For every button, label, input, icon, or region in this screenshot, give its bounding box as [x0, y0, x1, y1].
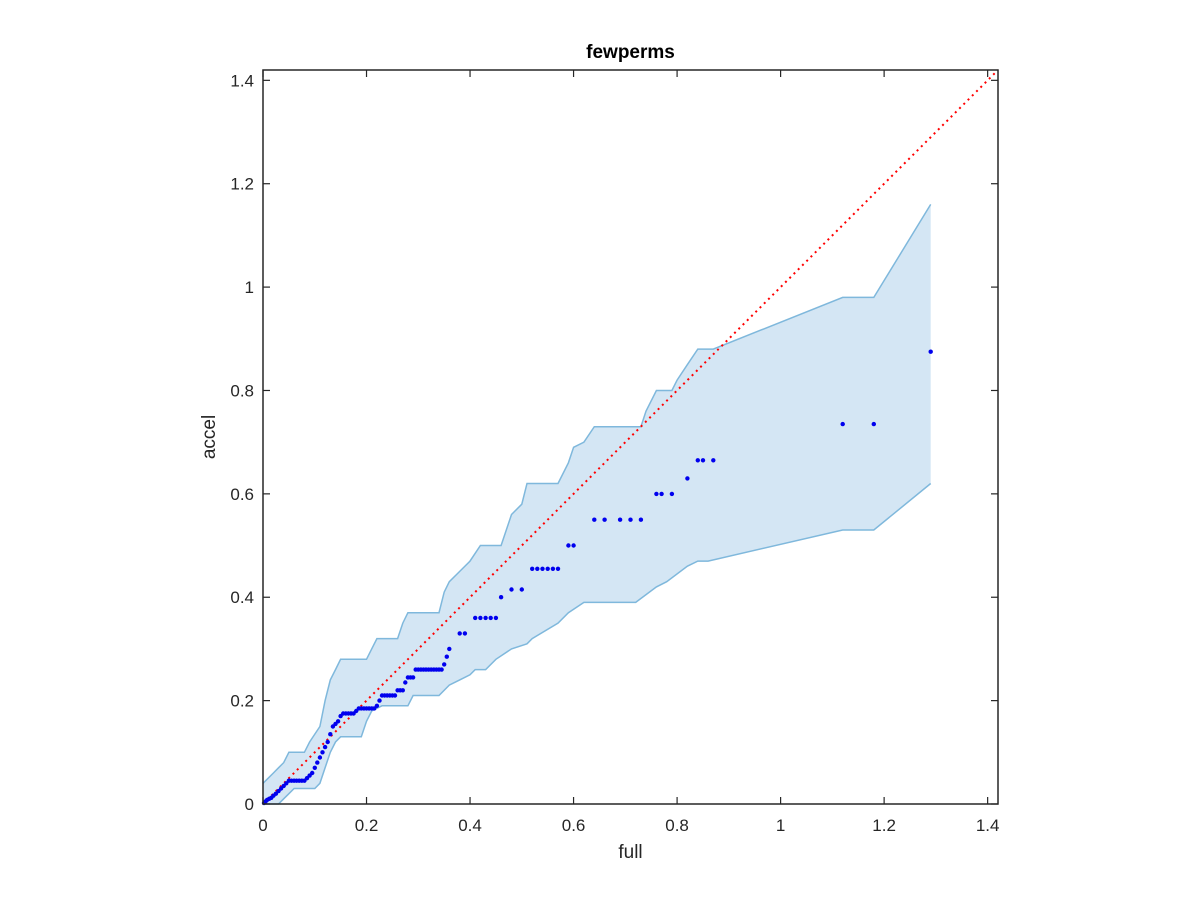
data-point-95 [628, 517, 633, 522]
data-point-83 [519, 587, 524, 592]
data-point-103 [711, 458, 716, 463]
x-tick-label: 0 [258, 816, 267, 835]
data-point-85 [535, 566, 540, 571]
data-point-80 [493, 615, 499, 621]
x-tick-label: 0.8 [665, 816, 689, 835]
data-point-46 [377, 698, 382, 703]
data-point-100 [685, 476, 690, 481]
data-point-76 [473, 615, 478, 621]
data-point-104 [840, 421, 845, 427]
data-point-27 [328, 732, 333, 737]
data-point-82 [509, 587, 514, 592]
data-point-79 [488, 615, 493, 621]
x-tick-label: 0.2 [355, 816, 379, 835]
data-point-91 [571, 543, 576, 548]
data-point-26 [325, 739, 330, 745]
data-point-23 [317, 755, 323, 760]
data-point-81 [498, 595, 504, 600]
data-point-84 [530, 566, 535, 571]
y-axis-ticks: 0 0.2 0.4 0.6 0.8 1 1.2 1.4 [230, 71, 998, 814]
data-point-30 [335, 719, 341, 724]
confidence-band-lower-edge [263, 482, 932, 805]
data-point-25 [322, 744, 328, 750]
data-point-45 [374, 703, 380, 708]
data-point-105 [871, 421, 876, 427]
scatter-points [261, 349, 933, 806]
confidence-band-upper-edge [262, 204, 932, 784]
x-axis-ticks: 0 0.2 0.4 0.6 0.8 1 1.2 1.4 [258, 70, 999, 835]
data-point-21 [312, 765, 317, 770]
data-point-88 [550, 566, 556, 571]
data-point-98 [659, 491, 664, 497]
data-point-92 [592, 517, 597, 522]
data-point-106 [928, 349, 933, 354]
confidence-band-fill [263, 204, 931, 804]
data-point-73 [447, 646, 452, 652]
y-axis-label: accel [199, 415, 220, 459]
x-tick-label: 0.4 [458, 816, 482, 835]
data-point-55 [400, 688, 405, 693]
chart-title: fewperms [586, 42, 675, 63]
y-tick-label: 1.4 [230, 71, 254, 90]
data-point-74 [457, 631, 462, 636]
data-point-71 [442, 662, 447, 667]
y-tick-label: 0.6 [230, 485, 254, 504]
identity-reference-line [262, 69, 999, 805]
data-point-20 [310, 770, 315, 776]
data-point-70 [439, 667, 444, 672]
data-point-59 [410, 675, 416, 680]
x-axis-label: full [618, 842, 642, 863]
y-tick-label: 1.2 [230, 175, 254, 194]
data-point-56 [403, 680, 408, 685]
y-tick-label: 0.4 [230, 588, 254, 607]
data-point-93 [602, 517, 607, 522]
data-point-72 [444, 654, 449, 659]
y-tick-label: 0.8 [230, 381, 254, 400]
x-tick-label: 1 [776, 816, 785, 835]
data-point-22 [315, 760, 320, 765]
x-tick-label: 1.4 [976, 816, 1000, 835]
data-point-77 [478, 615, 483, 621]
data-point-78 [483, 615, 488, 621]
data-point-90 [566, 543, 571, 548]
y-tick-label: 0.2 [230, 692, 254, 711]
data-point-87 [545, 566, 550, 571]
y-tick-label: 1 [245, 278, 254, 297]
y-tick-label: 0 [245, 795, 254, 814]
data-point-97 [654, 491, 659, 497]
data-point-101 [695, 458, 700, 463]
data-point-24 [320, 750, 325, 755]
confidence-band [262, 204, 932, 805]
x-tick-label: 1.2 [872, 816, 896, 835]
axes-box [262, 69, 999, 805]
data-point-89 [555, 566, 561, 571]
data-point-75 [462, 631, 468, 636]
data-point-102 [700, 458, 706, 463]
data-point-96 [638, 517, 644, 522]
data-point-52 [392, 693, 398, 698]
data-point-94 [617, 517, 623, 522]
data-point-99 [669, 491, 675, 497]
data-point-86 [540, 566, 545, 571]
x-tick-label: 0.6 [562, 816, 586, 835]
